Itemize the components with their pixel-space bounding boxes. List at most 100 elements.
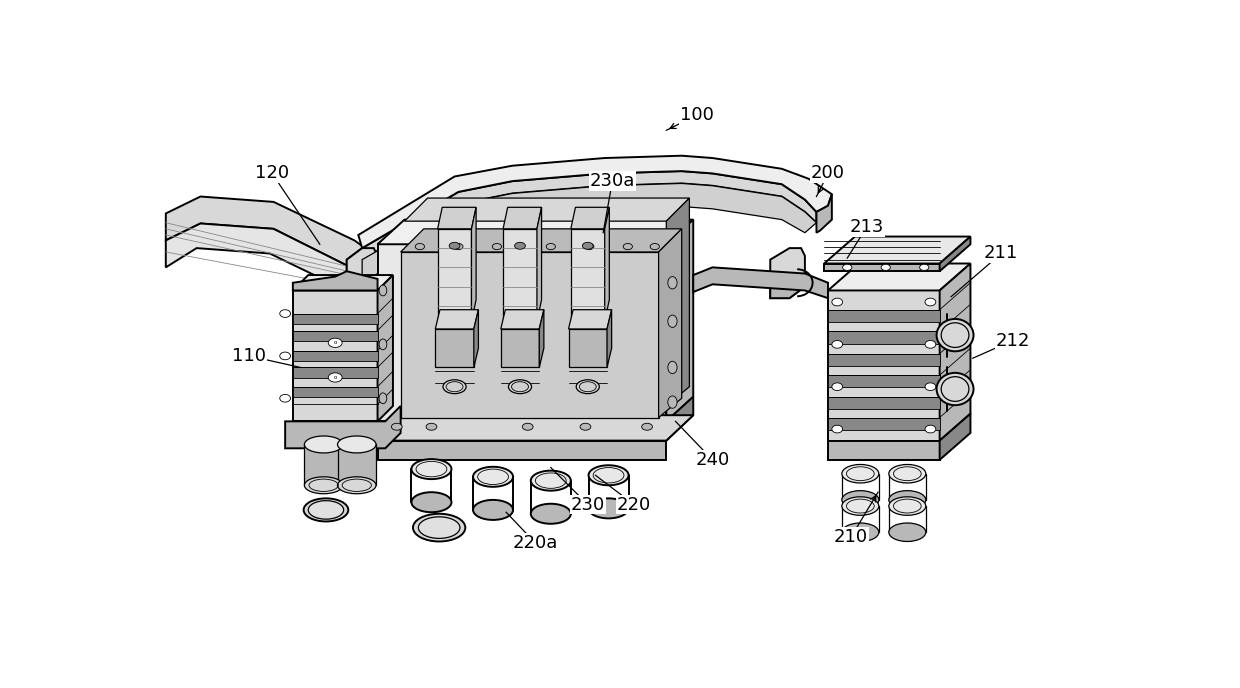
Polygon shape — [293, 271, 377, 290]
Polygon shape — [570, 229, 605, 321]
Polygon shape — [166, 224, 377, 302]
Polygon shape — [358, 155, 832, 248]
Polygon shape — [438, 229, 471, 321]
Polygon shape — [285, 406, 401, 449]
Polygon shape — [293, 330, 377, 341]
Polygon shape — [337, 444, 376, 485]
Ellipse shape — [580, 423, 590, 430]
Ellipse shape — [936, 319, 973, 352]
Ellipse shape — [508, 380, 532, 394]
Polygon shape — [828, 397, 940, 409]
Polygon shape — [377, 244, 666, 421]
Polygon shape — [474, 310, 479, 367]
Polygon shape — [347, 248, 377, 298]
Polygon shape — [693, 268, 828, 298]
Ellipse shape — [309, 501, 343, 519]
Polygon shape — [347, 171, 816, 271]
Ellipse shape — [925, 383, 936, 391]
Ellipse shape — [304, 477, 343, 494]
Ellipse shape — [925, 298, 936, 306]
Polygon shape — [438, 207, 476, 229]
Polygon shape — [828, 418, 940, 430]
Ellipse shape — [492, 244, 501, 250]
Ellipse shape — [418, 517, 460, 539]
Ellipse shape — [624, 244, 632, 250]
Ellipse shape — [842, 491, 879, 509]
Ellipse shape — [379, 339, 387, 350]
Ellipse shape — [531, 471, 570, 491]
Ellipse shape — [379, 393, 387, 404]
Polygon shape — [166, 197, 386, 283]
Ellipse shape — [427, 423, 436, 430]
Ellipse shape — [589, 498, 629, 518]
Polygon shape — [828, 331, 940, 343]
Polygon shape — [940, 264, 971, 440]
Ellipse shape — [512, 382, 528, 391]
Ellipse shape — [443, 380, 466, 394]
Polygon shape — [293, 367, 377, 378]
Polygon shape — [377, 421, 666, 440]
Ellipse shape — [882, 264, 890, 270]
Polygon shape — [539, 310, 544, 367]
Ellipse shape — [668, 361, 677, 374]
Ellipse shape — [472, 466, 513, 487]
Ellipse shape — [842, 523, 879, 541]
Ellipse shape — [413, 514, 465, 541]
Polygon shape — [828, 440, 940, 460]
Ellipse shape — [941, 323, 968, 347]
Polygon shape — [828, 354, 940, 366]
Ellipse shape — [280, 394, 290, 402]
Ellipse shape — [941, 377, 968, 401]
Polygon shape — [435, 329, 474, 367]
Ellipse shape — [889, 491, 926, 509]
Polygon shape — [401, 252, 658, 418]
Ellipse shape — [579, 382, 596, 391]
Polygon shape — [293, 290, 377, 421]
Ellipse shape — [589, 465, 629, 485]
Text: 110: 110 — [232, 347, 265, 365]
Ellipse shape — [842, 464, 879, 483]
Polygon shape — [401, 229, 682, 252]
Polygon shape — [377, 219, 693, 244]
Polygon shape — [293, 387, 377, 398]
Polygon shape — [658, 229, 682, 418]
Text: o: o — [334, 341, 337, 345]
Ellipse shape — [379, 285, 387, 296]
Ellipse shape — [925, 341, 936, 348]
Polygon shape — [293, 275, 393, 290]
Polygon shape — [666, 219, 693, 421]
Text: 220a: 220a — [512, 534, 558, 552]
Ellipse shape — [936, 373, 973, 405]
Polygon shape — [816, 194, 832, 233]
Ellipse shape — [454, 244, 463, 250]
Ellipse shape — [472, 500, 513, 520]
Polygon shape — [828, 290, 940, 440]
Polygon shape — [501, 310, 544, 329]
Ellipse shape — [668, 277, 677, 289]
Text: 211: 211 — [985, 244, 1018, 263]
Polygon shape — [568, 310, 611, 329]
Ellipse shape — [280, 352, 290, 360]
Polygon shape — [770, 275, 805, 298]
Ellipse shape — [832, 383, 843, 391]
Ellipse shape — [546, 244, 556, 250]
Ellipse shape — [577, 380, 599, 394]
Polygon shape — [404, 198, 689, 221]
Text: 230a: 230a — [590, 172, 635, 190]
Ellipse shape — [446, 382, 463, 391]
Ellipse shape — [832, 425, 843, 433]
Polygon shape — [940, 237, 971, 271]
Ellipse shape — [304, 498, 348, 522]
Text: 120: 120 — [255, 164, 289, 182]
Polygon shape — [666, 397, 693, 440]
Ellipse shape — [337, 477, 376, 494]
Ellipse shape — [449, 242, 460, 249]
Ellipse shape — [668, 396, 677, 408]
Polygon shape — [503, 229, 537, 321]
Text: 210: 210 — [835, 528, 868, 546]
Polygon shape — [605, 207, 609, 321]
Ellipse shape — [531, 504, 570, 524]
Polygon shape — [501, 329, 539, 367]
Ellipse shape — [889, 497, 926, 515]
Polygon shape — [377, 415, 693, 440]
